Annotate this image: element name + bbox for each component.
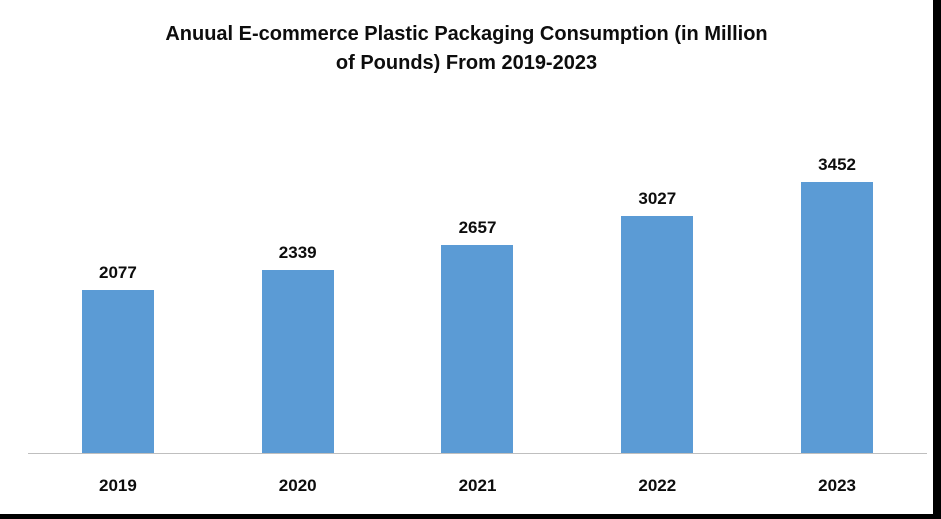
bar: [801, 182, 874, 453]
x-axis-tick-label: 2022: [638, 476, 677, 495]
plot-area: 2077 2339 2657 3027 3452: [28, 100, 927, 454]
bar-value-label: 2077: [98, 263, 137, 283]
x-axis-tick-label: 2019: [98, 476, 137, 495]
bar: [441, 244, 514, 453]
chart-title: Anuual E-commerce Plastic Packaging Cons…: [165, 23, 768, 74]
bar: [261, 269, 334, 453]
bar: [81, 290, 154, 453]
bar-group: 2339: [208, 100, 388, 453]
bar-value-label: 2339: [278, 242, 317, 262]
bar-value-label: 3027: [638, 188, 677, 208]
x-axis-tick-label: 2023: [818, 476, 856, 495]
bar: [621, 215, 694, 453]
bar-group: 3027: [567, 100, 747, 453]
bars-container: 2077 2339 2657 3027 3452: [28, 100, 927, 454]
bar-group: 3452: [747, 100, 927, 453]
x-axis: 2019 2020 2021 2022 2023: [28, 476, 927, 496]
x-axis-tick-label: 2021: [458, 476, 497, 495]
x-axis-tick-label: 2020: [278, 476, 317, 495]
bar-value-label: 2657: [458, 217, 497, 237]
bar-group: 2077: [28, 100, 208, 453]
bar-group: 2657: [388, 100, 568, 453]
bar-value-label: 3452: [818, 155, 856, 175]
